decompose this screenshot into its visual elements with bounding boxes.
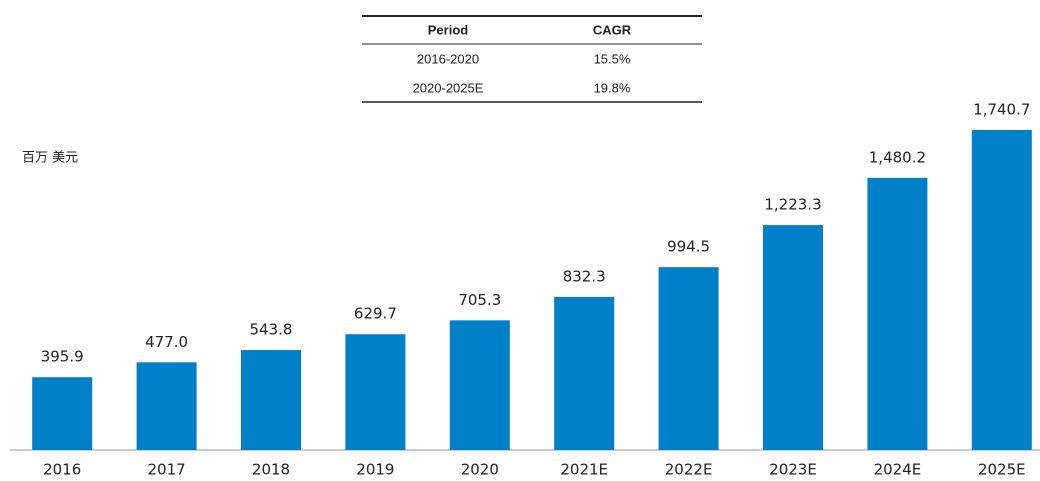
- table-header: Period: [428, 22, 469, 37]
- value-label: 1,480.2: [869, 148, 926, 166]
- table-cell: 2016-2020: [417, 51, 479, 66]
- bar: [763, 225, 823, 450]
- bar: [867, 177, 928, 450]
- value-label: 543.8: [250, 321, 293, 339]
- unit-label: 百万 美元: [22, 151, 78, 166]
- bar: [449, 320, 510, 450]
- bar: [241, 350, 301, 450]
- value-label: 395.9: [41, 348, 84, 366]
- x-tick-label: 2019: [356, 461, 394, 479]
- x-tick-label: 2018: [252, 461, 290, 479]
- x-tick-label: 2022E: [665, 461, 713, 479]
- value-label: 705.3: [458, 291, 501, 309]
- x-tick-label: 2025E: [978, 461, 1026, 479]
- x-tick-label: 2017: [148, 461, 186, 479]
- bar: [32, 377, 93, 450]
- x-tick-label: 2024E: [874, 461, 922, 479]
- value-label: 1,740.7: [973, 101, 1030, 119]
- value-label: 629.7: [354, 305, 397, 323]
- value-label: 1,223.3: [764, 196, 821, 214]
- bar: [658, 267, 719, 450]
- bar: [971, 130, 1032, 450]
- bar: [554, 296, 615, 450]
- x-tick-label: 2021E: [560, 461, 608, 479]
- bar: [136, 362, 197, 450]
- x-tick-label: 2020: [461, 461, 499, 479]
- table-cell: 2020-2025E: [413, 80, 484, 95]
- table-cell: 19.8%: [594, 80, 631, 95]
- x-tick-label: 2016: [43, 461, 81, 479]
- table-header: CAGR: [593, 22, 632, 37]
- value-label: 994.5: [667, 238, 710, 256]
- bar: [345, 334, 406, 450]
- value-label: 477.0: [145, 333, 188, 351]
- value-label: 832.3: [563, 267, 606, 285]
- x-tick-label: 2023E: [769, 461, 817, 479]
- table-cell: 15.5%: [594, 51, 631, 66]
